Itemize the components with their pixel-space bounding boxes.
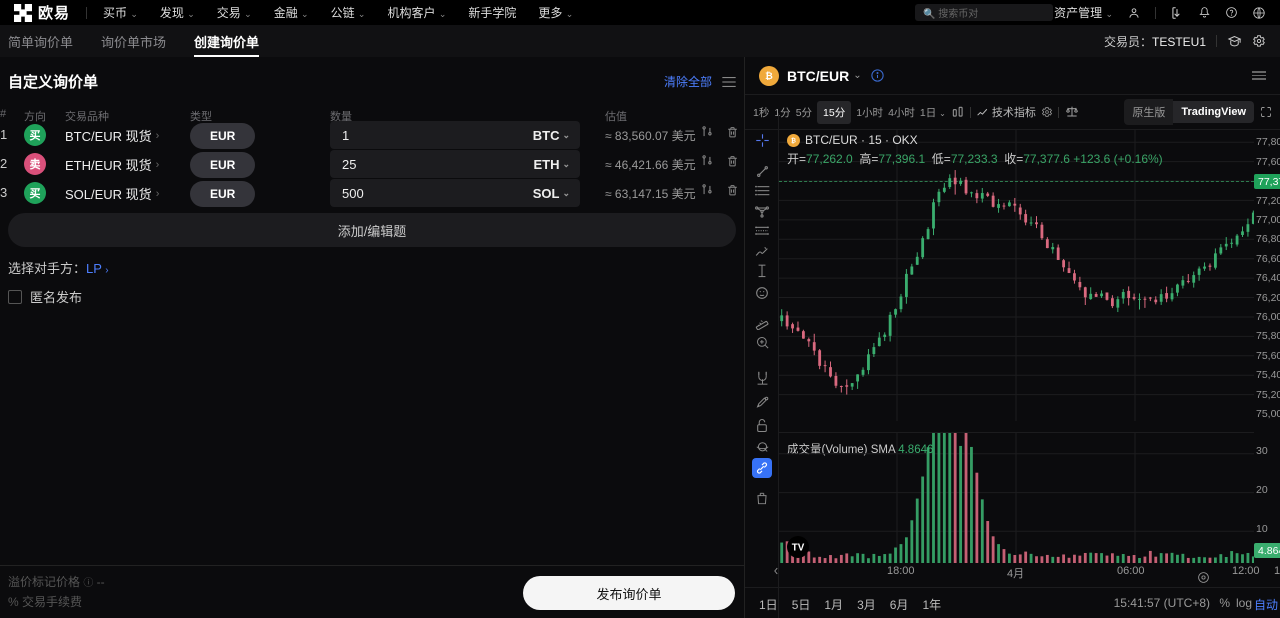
svg-text:₿: ₿ (765, 71, 773, 81)
svg-text:₿: ₿ (791, 137, 796, 144)
svg-text:TV: TV (792, 542, 805, 553)
